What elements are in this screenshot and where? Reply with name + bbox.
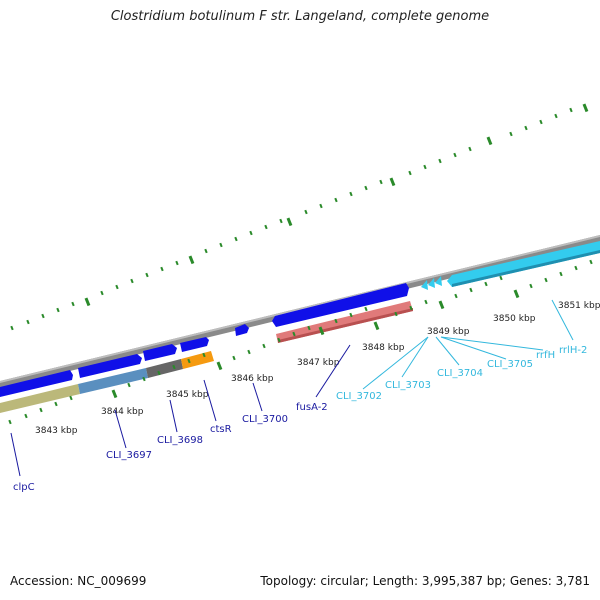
rna-feature [447, 241, 600, 287]
reverse-strand-features[interactable] [0, 301, 413, 413]
tick-label: 3849 kbp [427, 327, 470, 337]
gene-label-cli3702: CLI_3702 [336, 391, 382, 402]
gene-label-cli3698: CLI_3698 [157, 435, 203, 446]
outer-scale-ring [10, 103, 589, 331]
gene-label-rrlH2: rrlH-2 [559, 345, 587, 356]
gene-label-ctsR: ctsR [210, 424, 232, 435]
gene-feature [0, 384, 80, 413]
gene-feature [78, 368, 148, 394]
tick-label: 3848 kbp [362, 343, 405, 353]
gene-label-cli3704: CLI_3704 [437, 368, 483, 379]
gene-labels: clpC CLI_3697 CLI_3698 ctsR CLI_3700 fus… [13, 345, 587, 493]
gene-feature [180, 337, 209, 352]
tick-label: 3850 kbp [493, 314, 536, 324]
rna-feature [421, 280, 428, 290]
kbp-tick-labels: 3843 kbp 3844 kbp 3845 kbp 3846 kbp 3847… [35, 301, 600, 436]
tick-label: 3844 kbp [101, 407, 144, 417]
accession-text: Accession: NC_009699 [10, 574, 147, 588]
topology-text: Topology: circular; Length: 3,995,387 bp… [260, 574, 590, 588]
label-leader-lines [10, 299, 574, 477]
rna-feature [435, 276, 442, 286]
gene-label-cli3705: CLI_3705 [487, 359, 533, 370]
tick-label: 3846 kbp [231, 374, 274, 384]
gene-label-cli3697: CLI_3697 [106, 450, 152, 461]
tick-label: 3843 kbp [35, 426, 78, 436]
gene-feature [235, 324, 249, 336]
gene-label-cli3703: CLI_3703 [385, 380, 431, 391]
gene-feature [272, 283, 409, 327]
gene-label-clpC: clpC [13, 482, 35, 493]
gene-feature [0, 370, 73, 397]
rna-feature [428, 278, 435, 288]
forward-strand-features[interactable] [0, 241, 600, 397]
map-title: Clostridium botulinum F str. Langeland, … [110, 9, 490, 24]
gene-label-cli3700: CLI_3700 [242, 414, 288, 425]
gene-feature [78, 354, 142, 378]
tick-label: 3847 kbp [297, 358, 340, 368]
gene-label-rrfH: rrfH [536, 350, 555, 361]
tick-label: 3851 kbp [558, 301, 600, 311]
gene-label-fusA2: fusA-2 [296, 402, 328, 413]
gene-feature [146, 359, 183, 378]
gene-feature [181, 351, 214, 369]
tick-label: 3845 kbp [166, 390, 209, 400]
gene-feature [143, 344, 177, 361]
inner-scale-ring [8, 259, 593, 425]
